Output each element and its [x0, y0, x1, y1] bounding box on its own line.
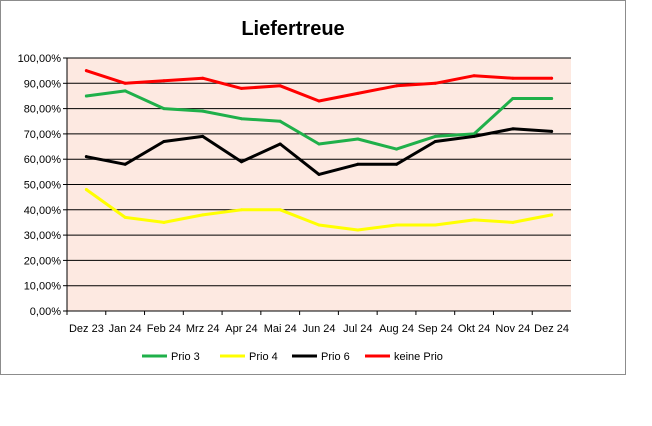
x-tick-label: Dez 23 — [69, 323, 104, 335]
chart-title: Liefertreue — [241, 18, 344, 40]
data-point-keine-prio — [433, 81, 437, 85]
data-point-prio-4 — [356, 228, 360, 232]
data-point-prio-6 — [84, 155, 88, 159]
x-tick-label: Sep 24 — [418, 323, 453, 335]
data-point-prio-6 — [511, 127, 515, 131]
data-point-prio-3 — [550, 96, 554, 100]
series-lines — [84, 69, 554, 232]
data-point-prio-6 — [162, 139, 166, 143]
y-tick-label: 40,00% — [24, 205, 62, 217]
data-point-prio-4 — [239, 208, 243, 212]
data-point-prio-6 — [550, 129, 554, 133]
data-point-prio-4 — [201, 213, 205, 217]
data-point-keine-prio — [356, 91, 360, 95]
data-point-keine-prio — [239, 86, 243, 90]
x-tick-label: Jun 24 — [302, 323, 335, 335]
legend-label-prio-6: Prio 6 — [321, 351, 350, 363]
data-point-keine-prio — [550, 76, 554, 80]
data-point-keine-prio — [84, 69, 88, 73]
y-tick-label: 70,00% — [24, 129, 62, 141]
gridlines — [63, 57, 571, 315]
data-point-keine-prio — [201, 76, 205, 80]
legend-label-keine-prio: keine Prio — [394, 351, 443, 363]
data-point-prio-6 — [317, 172, 321, 176]
data-point-prio-3 — [123, 89, 127, 93]
x-tick-label: Feb 24 — [147, 323, 181, 335]
y-tick-label: 80,00% — [24, 104, 62, 116]
data-point-prio-4 — [472, 218, 476, 222]
y-tick-label: 10,00% — [24, 281, 62, 293]
data-point-prio-3 — [433, 134, 437, 138]
data-point-prio-4 — [278, 208, 282, 212]
data-point-prio-4 — [317, 223, 321, 227]
data-point-keine-prio — [472, 74, 476, 78]
y-tick-label: 60,00% — [24, 154, 62, 166]
legend-label-prio-4: Prio 4 — [249, 351, 278, 363]
x-axis-ticks: Dez 23 Jan 24 Feb 24 Mrz 24 Apr 24 Mai 24 Jun … — [69, 323, 569, 335]
legend: Prio 3 Prio 4 Prio 6 keine Prio — [142, 351, 443, 363]
data-point-keine-prio — [278, 84, 282, 88]
data-point-prio-3 — [239, 117, 243, 121]
data-point-prio-4 — [511, 220, 515, 224]
data-point-prio-4 — [162, 220, 166, 224]
data-point-keine-prio — [317, 99, 321, 103]
x-tick-label: Dez 24 — [534, 323, 569, 335]
x-tick-label: Jan 24 — [109, 323, 142, 335]
y-axis-ticks: 0,00% 10,00% 20,00% 30,00% 40,00% 50,00% 60,00… — [18, 53, 62, 318]
data-point-keine-prio — [123, 81, 127, 85]
data-point-prio-4 — [123, 215, 127, 219]
x-tick-label: Nov 24 — [495, 323, 530, 335]
data-point-prio-6 — [278, 142, 282, 146]
x-tick-label: Mrz 24 — [186, 323, 220, 335]
data-point-prio-6 — [123, 162, 127, 166]
x-tick-label: Aug 24 — [379, 323, 414, 335]
data-point-prio-3 — [356, 137, 360, 141]
x-tick-label: Mai 24 — [264, 323, 297, 335]
y-tick-label: 90,00% — [24, 78, 62, 90]
data-point-prio-3 — [84, 94, 88, 98]
data-point-prio-3 — [317, 142, 321, 146]
chart-frame: Liefertreue 0,00% 10,00% 20,00% 30,00% 40,00… — [0, 0, 626, 375]
x-tick-label: Okt 24 — [458, 323, 490, 335]
data-point-prio-6 — [472, 134, 476, 138]
data-point-prio-3 — [162, 107, 166, 111]
data-point-prio-3 — [278, 119, 282, 123]
data-point-prio-4 — [84, 188, 88, 192]
x-tick-label: Apr 24 — [225, 323, 257, 335]
legend-label-prio-3: Prio 3 — [171, 351, 200, 363]
data-point-keine-prio — [511, 76, 515, 80]
y-tick-label: 20,00% — [24, 255, 62, 267]
data-point-prio-6 — [356, 162, 360, 166]
data-point-prio-3 — [395, 147, 399, 151]
data-point-prio-4 — [433, 223, 437, 227]
x-tick-label: Jul 24 — [343, 323, 372, 335]
data-point-prio-3 — [201, 109, 205, 113]
y-tick-label: 0,00% — [30, 306, 61, 318]
data-point-prio-3 — [511, 96, 515, 100]
data-point-prio-6 — [239, 160, 243, 164]
y-tick-label: 30,00% — [24, 230, 62, 242]
line-chart: Liefertreue 0,00% 10,00% 20,00% 30,00% 40,00… — [18, 18, 571, 363]
data-point-prio-3 — [472, 132, 476, 136]
data-point-prio-4 — [550, 213, 554, 217]
data-point-prio-6 — [201, 134, 205, 138]
data-point-prio-4 — [395, 223, 399, 227]
y-tick-label: 100,00% — [18, 53, 62, 65]
data-point-prio-6 — [395, 162, 399, 166]
y-tick-label: 50,00% — [24, 180, 62, 192]
data-point-prio-6 — [433, 139, 437, 143]
data-point-keine-prio — [395, 84, 399, 88]
data-point-keine-prio — [162, 79, 166, 83]
